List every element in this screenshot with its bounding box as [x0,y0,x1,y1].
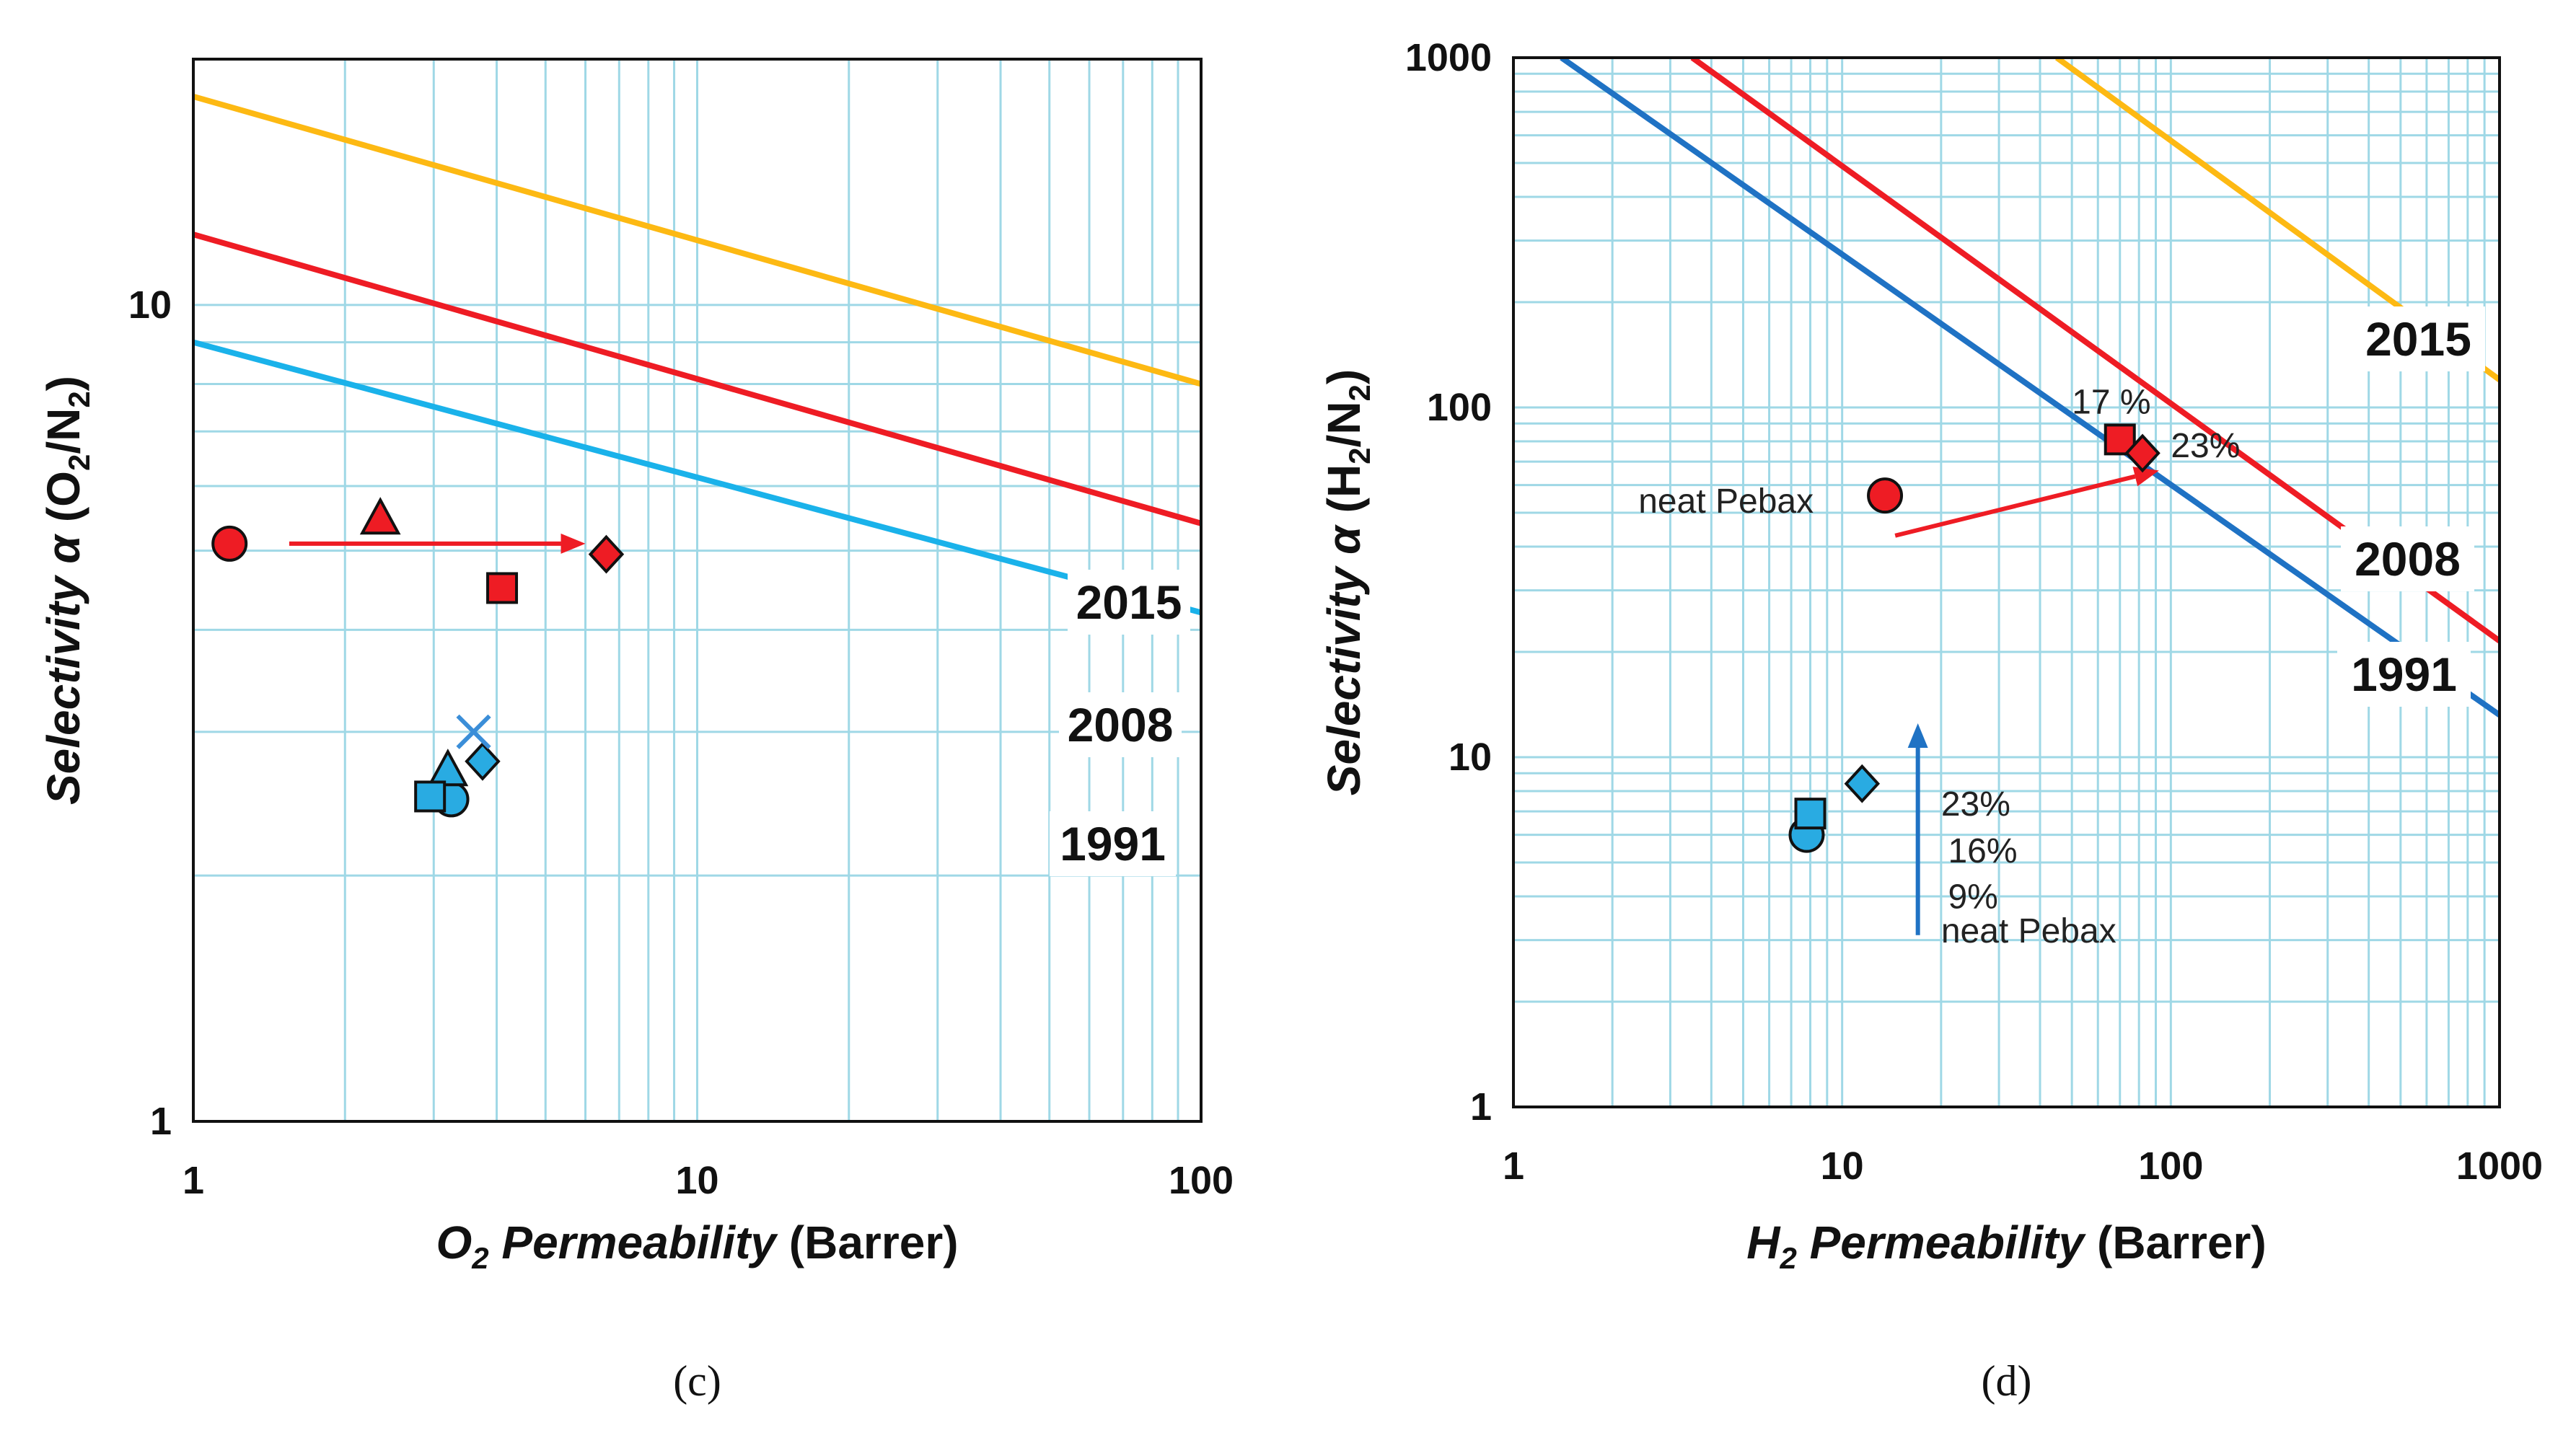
red-square-marker [486,572,519,604]
x-tick-label: 1000 [2456,1144,2543,1188]
red-circle-marker [211,525,248,562]
annotation-label: neat Pebax [1941,912,2116,950]
grid [1512,58,2500,1108]
upper-bound-1991-line [1560,58,2500,718]
annotation-label: 16% [1948,832,2017,870]
y-tick-label: 10 [128,283,172,327]
annotation-label: 23% [1941,785,2010,824]
upper-bound-2008-line [193,231,1201,526]
plot-frame [192,58,1203,1123]
arrow-head [561,533,586,554]
annotation-label: neat Pebax [1638,482,1814,521]
x-axis-title: O2 Permeability (Barrer) [436,1217,958,1275]
x-axis-title: H2 Permeability (Barrer) [1746,1217,2267,1275]
red-circle-marker [1867,477,1904,514]
bound-label-box [1050,811,1176,876]
bound-label-2008: 2008 [2355,532,2461,586]
panel-caption: (d) [1982,1357,2032,1405]
y-tick-label: 1 [150,1100,172,1143]
bound-label-box [2337,642,2471,707]
annotation-label: 23% [2171,427,2240,465]
plot-frame [1512,56,2501,1108]
arrow-head [2132,467,2159,487]
upper-bound-1991-line [193,339,1201,616]
blue-diamond-marker [465,741,501,781]
blue-x-marker [456,714,491,749]
panel-caption: (c) [673,1357,721,1405]
blue-diamond-marker [1844,764,1881,803]
red-diamond-marker [2124,433,2160,473]
annotation-label: 9% [1948,878,1997,916]
x-tick-label: 1 [1503,1144,1524,1188]
bound-label-2015: 2015 [2365,312,2471,366]
grid [192,58,1201,1123]
annotation-label: 17 % [2072,384,2150,422]
y-tick-label: 1000 [1405,36,1492,79]
blue-triangle-marker [427,749,469,787]
y-tick-label: 1 [1470,1085,1492,1129]
bound-label-box [2341,526,2474,591]
bound-label-2015: 2015 [1076,575,1182,629]
red-diamond-marker [588,534,625,574]
upper-bound-2015-line [193,93,1201,387]
panel-c: 1 10 100 1 10 O2 Permeability (Barrer) Selecti… [38,58,1234,1405]
y-axis-title: Selectivity α (O2/N2) [38,376,96,805]
y-axis-title: Selectivity α (H2/N2) [1318,369,1376,795]
bound-label-1991: 1991 [2351,648,2457,701]
panel-d: 1 10 100 1000 1 10 100 1000 H2 Permeability (Bar… [1318,36,2543,1405]
y-tick-label: 100 [1427,386,1492,429]
bound-label-box [1068,570,1190,635]
x-tick-label: 100 [2138,1144,2203,1188]
x-tick-label: 1 [183,1159,204,1202]
bound-label-1991: 1991 [1060,817,1166,870]
x-tick-label: 10 [675,1159,718,1202]
y-tick-label: 10 [1449,736,1492,779]
red-triangle-marker [359,497,401,535]
x-tick-label: 10 [1821,1144,1864,1188]
arrow-shaft [1894,474,2136,538]
bound-label-box [2352,306,2485,371]
bound-label-box [1059,692,1182,757]
bound-label-2008: 2008 [1068,698,1174,751]
x-tick-label: 100 [1169,1159,1234,1202]
arrow-head [1907,723,1928,748]
blue-square-marker [414,780,447,813]
blue-square-marker [1794,798,1827,830]
